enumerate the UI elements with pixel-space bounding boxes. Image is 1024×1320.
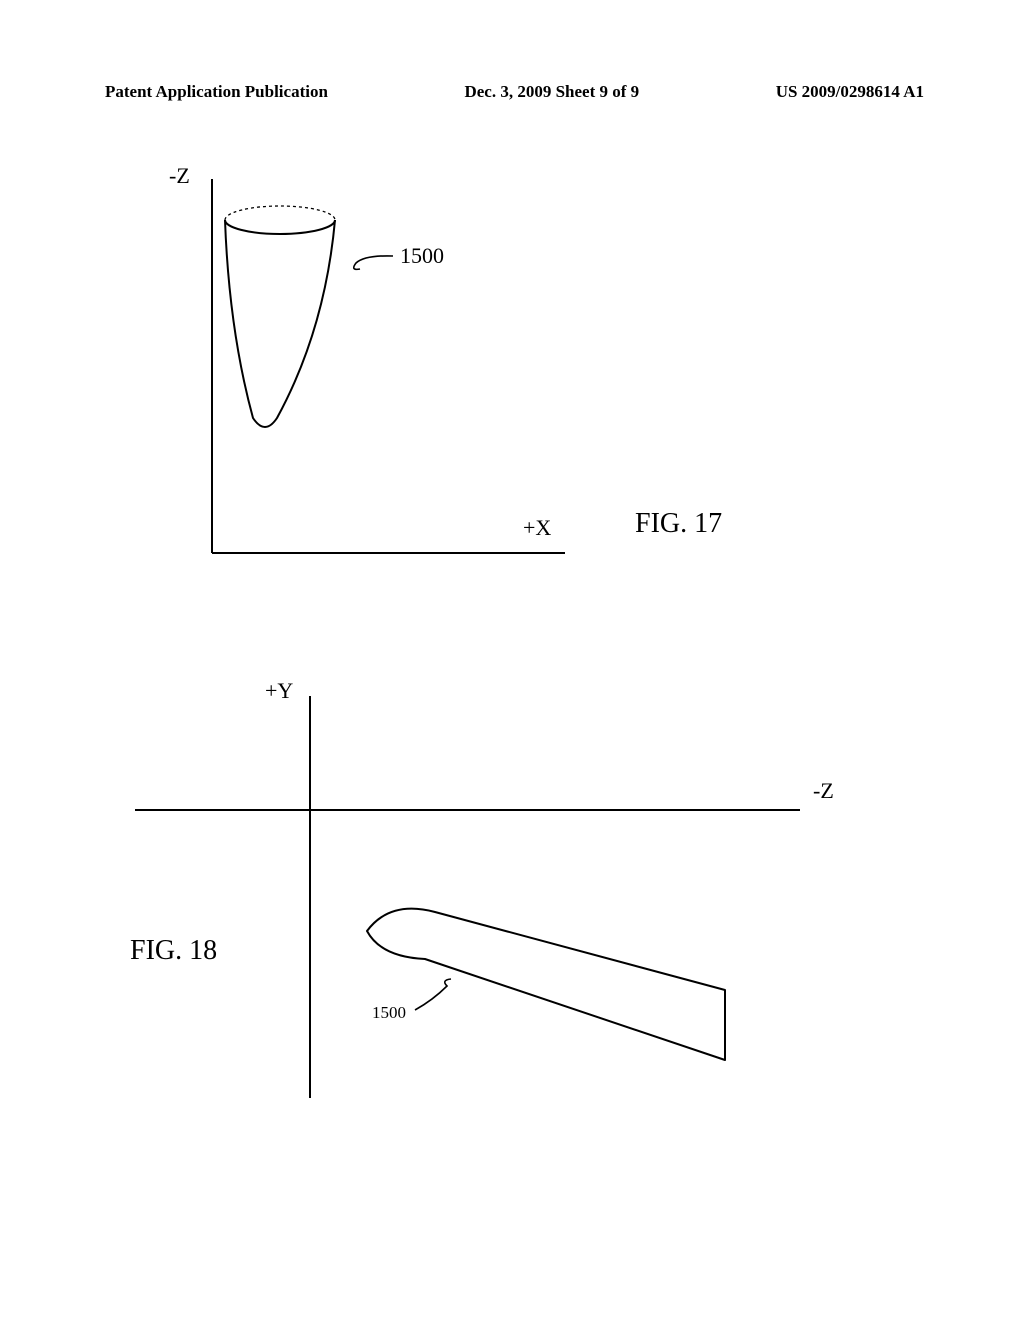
fig18-x-axis-label: -Z <box>813 778 834 804</box>
fig18-ref-number: 1500 <box>372 1003 406 1023</box>
fig17-label: FIG. 17 <box>635 508 722 540</box>
header-right: US 2009/0298614 A1 <box>776 82 924 102</box>
fig18-y-axis-label: +Y <box>265 678 293 704</box>
figure-17: -Z +X FIG. 17 1500 <box>195 165 795 585</box>
fig17-ref-number: 1500 <box>400 243 444 269</box>
header-left: Patent Application Publication <box>105 82 328 102</box>
fig17-y-axis-label: -Z <box>169 163 190 189</box>
header-center: Dec. 3, 2009 Sheet 9 of 9 <box>464 82 639 102</box>
fig18-label: FIG. 18 <box>130 935 217 967</box>
figure-18: +Y -Z FIG. 18 1500 <box>135 680 855 1120</box>
fig18-svg <box>135 680 855 1120</box>
fig17-x-axis-label: +X <box>523 515 551 541</box>
header: Patent Application Publication Dec. 3, 2… <box>0 82 1024 102</box>
